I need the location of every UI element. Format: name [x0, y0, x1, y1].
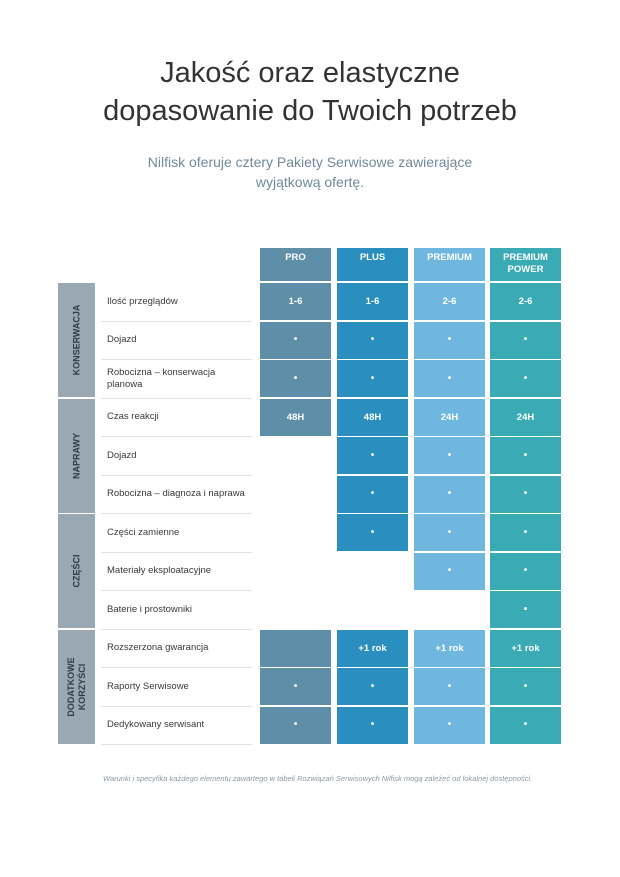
row-divider	[101, 667, 252, 668]
row-divider	[101, 744, 252, 745]
footnote: Warunki i specyfika każdego elementu zaw…	[103, 774, 533, 783]
cell-premium: •	[414, 552, 485, 590]
row-divider	[101, 551, 252, 553]
cell-premium: •	[414, 321, 485, 359]
page-subtitle: Nilfisk oferuje cztery Pakiety Serwisowe…	[0, 152, 620, 192]
cell-premium-power: +1 rok	[490, 629, 561, 667]
cell-premium-power: 24H	[490, 398, 561, 436]
group-label: KONSERWACJA	[71, 304, 81, 376]
cell-premium: •	[414, 437, 485, 474]
cell-plus: 48H	[337, 398, 408, 436]
row-label: Ilość przeglądów	[107, 295, 178, 307]
row-divider	[101, 628, 252, 630]
page-title-line-1: Jakość oraz elastyczne	[160, 57, 460, 89]
cell-pro: •	[260, 321, 331, 359]
cell-premium-power: •	[490, 552, 561, 590]
cell-premium: 2-6	[414, 283, 485, 320]
cell-plus: •	[337, 475, 408, 513]
row-label: Robocizna – diagnoza i naprawa	[107, 488, 245, 499]
page-title-line-2: dopasowanie do Twoich potrzeb	[103, 95, 517, 127]
cell-pro: •	[260, 668, 331, 705]
cell-pro: •	[260, 706, 331, 744]
cell-premium-power: •	[490, 475, 561, 513]
row-label: Czas reakcji	[107, 411, 159, 422]
plan-header-pro: PRO	[260, 248, 331, 281]
group-label: NAPRAWY	[71, 432, 81, 479]
cell-premium-power: •	[490, 321, 561, 359]
row-divider	[101, 359, 252, 360]
cell-plus: •	[337, 706, 408, 744]
cell-premium: +1 rok	[414, 629, 485, 667]
cell-pro	[260, 629, 331, 667]
cell-premium-power: •	[490, 591, 561, 628]
group-label: DODATKOWE KORZYŚCI	[65, 656, 87, 717]
row-divider	[101, 474, 252, 476]
row-label: Dojazd	[107, 334, 137, 345]
plan-header-plus: PLUS	[337, 248, 408, 281]
row-label: Rozszerzona gwarancja	[107, 642, 209, 653]
row-divider	[101, 705, 252, 707]
cell-pro: •	[260, 360, 331, 397]
group-2: NAPRAWY	[58, 398, 95, 513]
cell-premium: 24H	[414, 398, 485, 436]
cell-premium: •	[414, 668, 485, 705]
row-divider	[101, 590, 252, 591]
row-divider	[101, 436, 252, 437]
page-subtitle-line-2: wyjątkową ofertę.	[255, 174, 365, 190]
cell-plus: •	[337, 360, 408, 397]
cell-plus: •	[337, 514, 408, 551]
cell-premium-power: •	[490, 437, 561, 474]
cell-premium: •	[414, 706, 485, 744]
cell-plus: •	[337, 437, 408, 474]
group-3: CZĘŚCI	[58, 514, 95, 628]
group-1: KONSERWACJA	[58, 283, 95, 397]
cell-premium-power: •	[490, 514, 561, 551]
cell-premium: •	[414, 514, 485, 551]
cell-premium: •	[414, 475, 485, 513]
row-label: Materiały eksploatacyjne	[107, 565, 212, 576]
plan-header-premium: PREMIUM	[414, 248, 485, 281]
row-label: Robocizna – konserwacja planowa	[107, 366, 216, 390]
row-divider	[101, 513, 252, 514]
plan-header-premium-power: PREMIUM POWER	[490, 248, 561, 281]
group-4: DODATKOWE KORZYŚCI	[58, 629, 95, 744]
cell-premium-power: •	[490, 360, 561, 397]
cell-plus: +1 rok	[337, 629, 408, 667]
cell-premium-power: •	[490, 706, 561, 744]
cell-plus: •	[337, 668, 408, 705]
cell-pro: 1-6	[260, 283, 331, 320]
row-label: Raporty Serwisowe	[107, 680, 189, 692]
row-label: Dojazd	[107, 449, 137, 461]
cell-premium-power: 2-6	[490, 283, 561, 320]
cell-pro: 48H	[260, 398, 331, 436]
cell-premium: •	[414, 360, 485, 397]
page-title: Jakość oraz elastyczne dopasowanie do Tw…	[0, 54, 620, 130]
row-label: Części zamienne	[107, 526, 180, 538]
cell-premium-power: •	[490, 668, 561, 705]
cell-plus: •	[337, 321, 408, 359]
page-subtitle-line-1: Nilfisk oferuje cztery Pakiety Serwisowe…	[147, 154, 473, 170]
row-label: Baterie i prostowniki	[107, 603, 193, 615]
cell-plus: 1-6	[337, 283, 408, 320]
row-label: Dedykowany serwisant	[107, 719, 205, 730]
row-divider	[101, 320, 252, 322]
group-label: CZĘŚCI	[71, 554, 81, 588]
row-divider	[101, 397, 252, 399]
